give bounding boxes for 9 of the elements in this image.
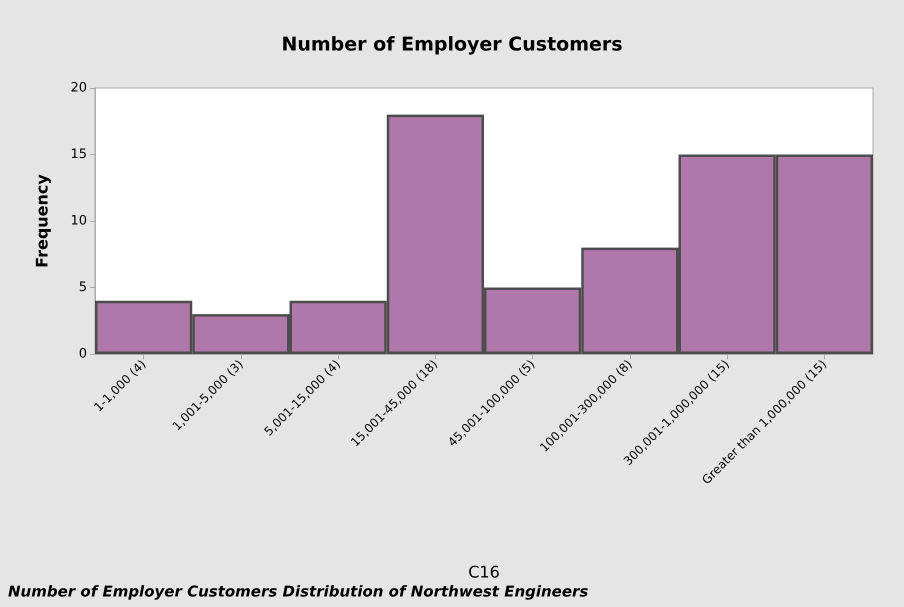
y-tick-label: 5: [78, 280, 87, 295]
y-axis-title: Frequency: [32, 174, 52, 268]
y-tick-label: 15: [70, 147, 87, 162]
text: Number of Employer Customers Distribution of Northwest Engineers: [8, 582, 588, 600]
x-axis-title: C16: [468, 562, 500, 582]
y-tick-label: 20: [70, 80, 87, 96]
y-tick-label: 0: [78, 346, 87, 362]
chart-title: Number of Employer Customers: [281, 34, 623, 56]
y-tick-label: 10: [70, 214, 87, 228]
